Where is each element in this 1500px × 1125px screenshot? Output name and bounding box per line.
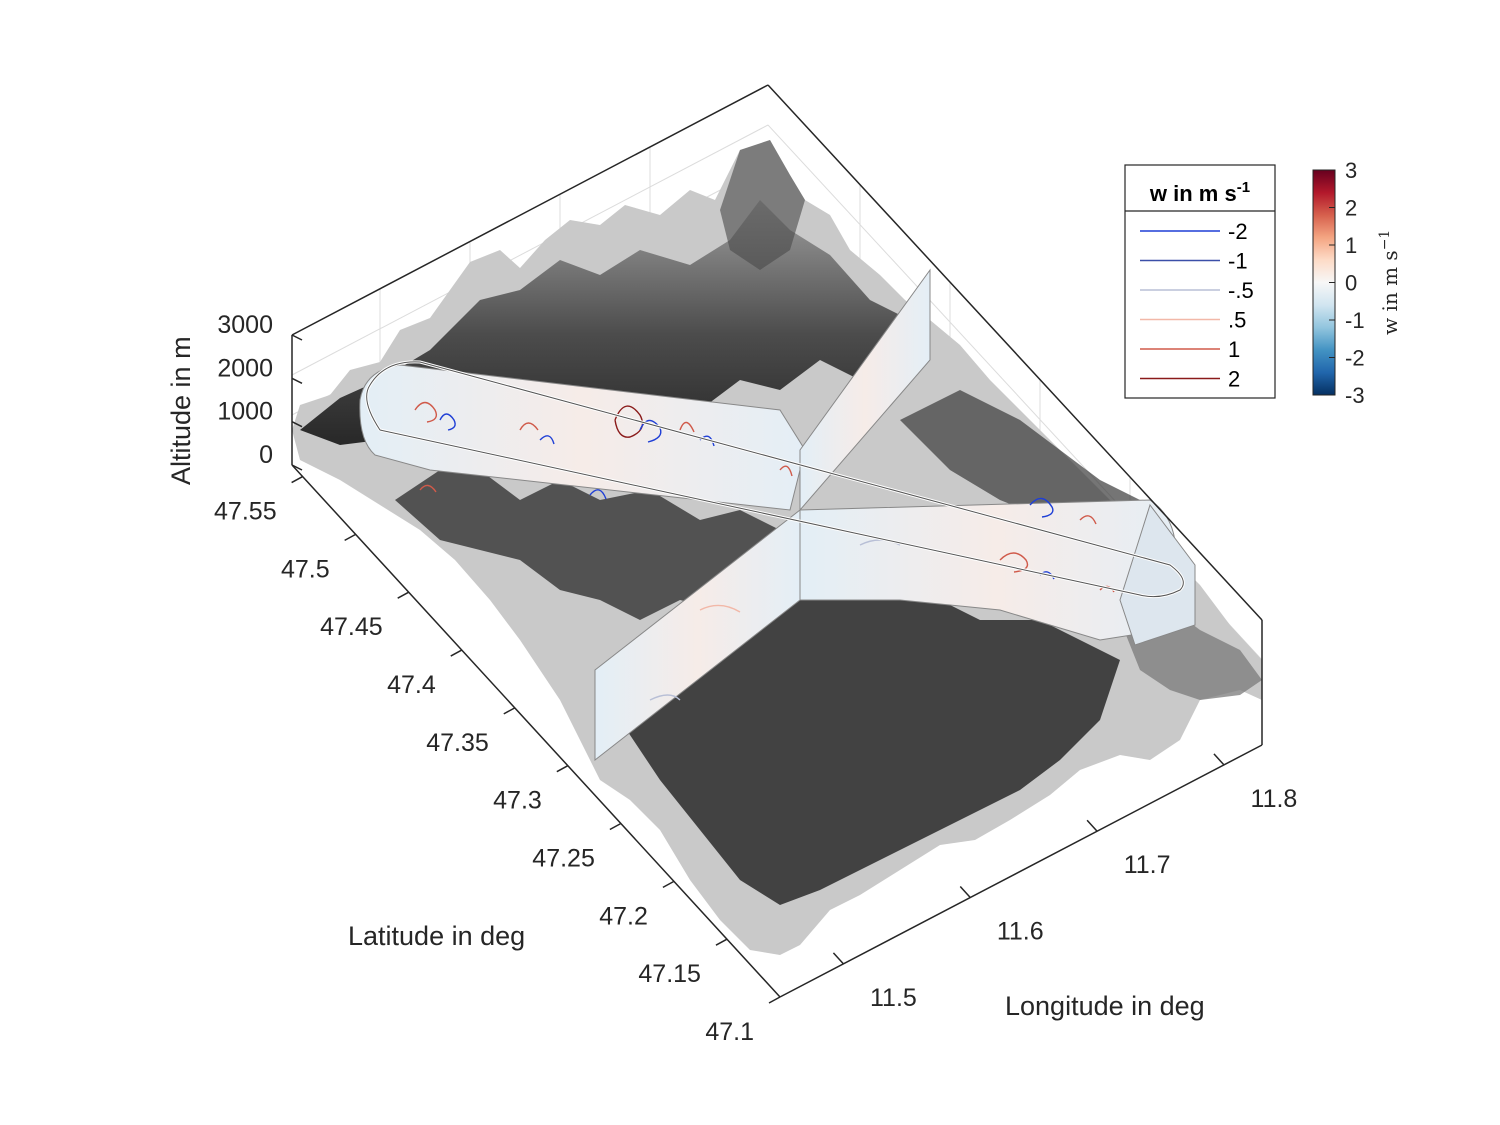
altitude-tick-mark — [291, 464, 303, 471]
latitude-axis-line — [291, 464, 781, 998]
longitude-axis-line — [779, 744, 1263, 998]
latitude-tick-label: 47.45 — [320, 613, 383, 641]
altitude-tick-label: 1000 — [217, 398, 273, 426]
legend: w in m s-1 -2 -1 -.5 .5 1 2 — [1124, 164, 1276, 399]
colorbar-tick-label: -1 — [1345, 308, 1365, 333]
longitude-tick-mark — [832, 952, 844, 965]
legend-entry-label: -1 — [1228, 249, 1248, 274]
latitude-tick-mark — [397, 591, 410, 599]
axes-lines — [291, 84, 1263, 998]
latitude-tick-label: 47.25 — [532, 845, 595, 873]
latitude-tick-label: 47.55 — [214, 498, 277, 526]
latitude-tick-mark — [715, 938, 728, 946]
latitude-tick-label: 47.4 — [387, 671, 436, 699]
curtain-nw-arm — [359, 364, 806, 511]
latitude-axis-label: Latitude in deg — [348, 921, 525, 951]
longitude-tick-mark — [959, 886, 971, 899]
latitude-ticks: 47.1 47.15 47.2 47.25 47.3 47.35 47.4 47.45 47.5… — [214, 475, 781, 1046]
curtain-east-loop — [1119, 503, 1196, 646]
longitude-tick-mark — [1213, 753, 1225, 766]
latitude-tick-label: 47.5 — [281, 555, 330, 583]
longitude-tick-label: 11.6 — [997, 918, 1044, 946]
colorbar-tick-label: -2 — [1345, 346, 1365, 371]
altitude-tick-mark — [291, 377, 303, 385]
altitude-ticks: 0 1000 2000 3000 — [217, 311, 303, 471]
altitude-tick-mark — [291, 420, 303, 428]
latitude-tick-mark — [662, 880, 675, 889]
legend-entry-label: .5 — [1228, 308, 1246, 333]
colorbar-label: w in m s−1 — [1377, 230, 1402, 335]
legend-entry-label: -.5 — [1228, 278, 1254, 303]
latitude-tick-mark — [556, 765, 569, 773]
colorbar-tick-label: 2 — [1345, 196, 1357, 221]
colorbar-tick-label: 1 — [1345, 233, 1357, 258]
longitude-ticks: 11.5 11.6 11.7 11.8 — [832, 753, 1298, 1012]
colorbar-tick-label: -3 — [1345, 383, 1365, 408]
colorbar-tick-label: 3 — [1345, 158, 1357, 183]
colorbar-tick-label: 0 — [1345, 271, 1357, 296]
latitude-tick-mark — [609, 822, 622, 831]
latitude-tick-mark — [291, 475, 303, 484]
latitude-tick-label: 47.2 — [599, 902, 648, 930]
latitude-tick-label: 47.1 — [705, 1018, 754, 1046]
altitude-tick-label: 0 — [259, 441, 273, 469]
w-curtains — [359, 268, 1196, 762]
legend-box — [1124, 164, 1276, 399]
latitude-tick-label: 47.15 — [638, 960, 701, 988]
latitude-tick-label: 47.3 — [493, 787, 542, 815]
latitude-tick-mark — [768, 996, 781, 1004]
latitude-tick-mark — [503, 707, 516, 715]
legend-entry-label: 1 — [1228, 337, 1240, 362]
longitude-axis-label: Longitude in deg — [1005, 991, 1205, 1021]
altitude-tick-label: 3000 — [217, 311, 273, 339]
colorbar: 3 2 1 0 -1 -2 -3 w in m s−1 — [1312, 158, 1402, 408]
altitude-axis-label: Altitude in m — [166, 336, 196, 485]
legend-entry-label: -2 — [1228, 219, 1248, 244]
altitude-tick-label: 2000 — [217, 354, 273, 382]
legend-title: w in m s-1 — [1149, 179, 1250, 206]
longitude-tick-label: 11.7 — [1124, 851, 1171, 879]
longitude-tick-label: 11.8 — [1251, 785, 1298, 813]
altitude-tick-mark — [291, 334, 303, 341]
longitude-tick-mark — [1086, 819, 1098, 832]
curtain-ne-arm — [799, 268, 931, 512]
latitude-tick-mark — [450, 649, 463, 657]
longitude-tick-label: 11.5 — [870, 984, 917, 1012]
latitude-tick-mark — [344, 533, 357, 542]
legend-entry-label: 2 — [1228, 367, 1240, 392]
latitude-tick-label: 47.35 — [426, 729, 489, 757]
